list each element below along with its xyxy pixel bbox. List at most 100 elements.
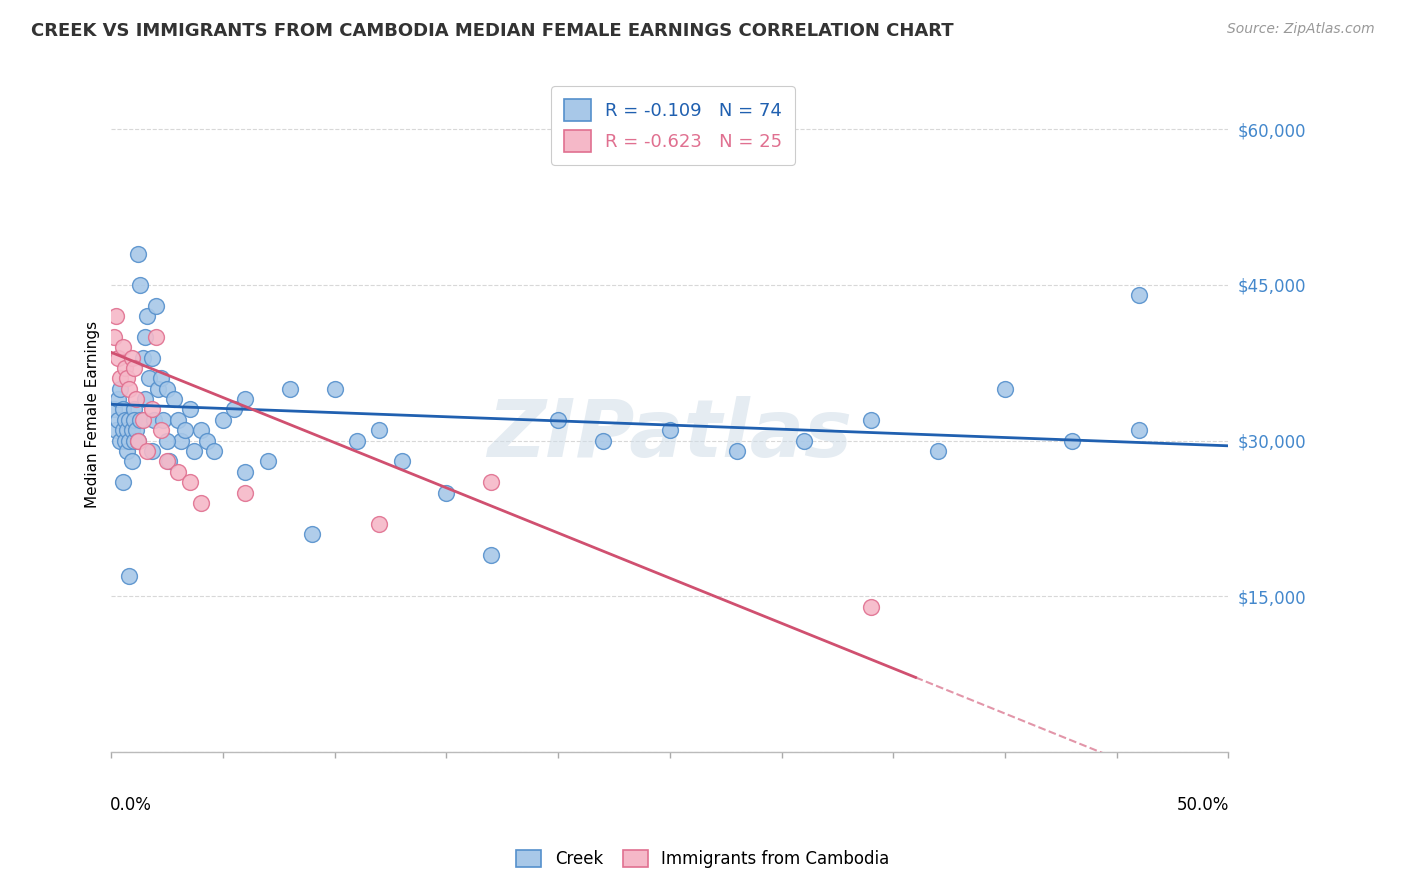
Point (118, 382, 141, 396)
Point (1128, 288, 1150, 302)
Point (149, 423, 172, 437)
Point (145, 330, 167, 344)
Point (121, 454, 143, 468)
Point (141, 402, 163, 417)
Point (156, 434, 179, 448)
Point (256, 454, 278, 468)
Point (104, 423, 127, 437)
Point (793, 434, 815, 448)
Point (107, 392, 129, 406)
Point (127, 247, 149, 261)
Point (111, 340, 134, 354)
Text: CREEK VS IMMIGRANTS FROM CAMBODIA MEDIAN FEMALE EARNINGS CORRELATION CHART: CREEK VS IMMIGRANTS FROM CAMBODIA MEDIAN… (31, 22, 953, 40)
Point (136, 444, 159, 458)
Point (114, 361, 136, 376)
Point (163, 392, 186, 406)
Point (111, 402, 134, 417)
Point (127, 434, 149, 448)
Point (141, 444, 163, 458)
Point (167, 465, 190, 479)
Point (122, 402, 145, 417)
Point (368, 423, 391, 437)
Point (127, 434, 149, 448)
Point (114, 413, 136, 427)
Text: 0.0%: 0.0% (110, 796, 152, 814)
Point (301, 527, 323, 541)
Point (103, 330, 125, 344)
Text: ZIPatlas: ZIPatlas (488, 396, 852, 474)
Point (479, 548, 502, 562)
Point (118, 568, 141, 582)
Point (121, 351, 143, 365)
Point (141, 351, 163, 365)
Point (114, 434, 136, 448)
Point (103, 402, 125, 417)
Point (142, 413, 165, 427)
Point (118, 434, 141, 448)
Point (152, 413, 174, 427)
Point (110, 371, 132, 385)
Point (179, 475, 201, 489)
Point (131, 351, 153, 365)
Point (212, 413, 235, 427)
Legend: Creek, Immigrants from Cambodia: Creek, Immigrants from Cambodia (508, 842, 898, 877)
Legend: R = -0.109   N = 74, R = -0.623   N = 25: R = -0.109 N = 74, R = -0.623 N = 25 (551, 87, 794, 165)
Point (138, 371, 160, 385)
Point (174, 423, 197, 437)
Point (235, 392, 257, 406)
Point (129, 413, 152, 427)
Point (368, 516, 391, 531)
Point (107, 413, 129, 427)
Point (125, 392, 148, 406)
Point (224, 402, 246, 417)
Point (110, 434, 132, 448)
Point (167, 413, 190, 427)
Point (202, 444, 225, 458)
Point (159, 454, 181, 468)
Point (131, 413, 153, 427)
Point (323, 382, 346, 396)
Point (190, 423, 212, 437)
Point (134, 330, 156, 344)
Point (927, 444, 949, 458)
Point (183, 444, 205, 458)
Point (111, 423, 134, 437)
Point (136, 309, 159, 323)
Point (994, 382, 1017, 396)
Text: 50.0%: 50.0% (1177, 796, 1229, 814)
Text: Source: ZipAtlas.com: Source: ZipAtlas.com (1227, 22, 1375, 37)
Point (156, 382, 179, 396)
Point (859, 413, 882, 427)
Point (592, 434, 614, 448)
Point (436, 485, 458, 500)
Point (122, 413, 145, 427)
Point (547, 413, 569, 427)
Point (121, 423, 143, 437)
Y-axis label: Median Female Earnings: Median Female Earnings (86, 321, 100, 508)
Point (1128, 423, 1150, 437)
Point (125, 423, 148, 437)
Point (658, 423, 681, 437)
Point (391, 454, 413, 468)
Point (1060, 434, 1083, 448)
Point (107, 351, 129, 365)
Point (122, 434, 145, 448)
Point (115, 371, 138, 385)
Point (197, 434, 219, 448)
Point (115, 423, 138, 437)
Point (235, 485, 257, 500)
Point (149, 371, 172, 385)
Point (190, 496, 212, 510)
Point (134, 392, 156, 406)
Point (111, 475, 134, 489)
Point (148, 382, 170, 396)
Point (104, 309, 127, 323)
Point (156, 454, 179, 468)
Point (235, 465, 257, 479)
Point (479, 475, 502, 489)
Point (118, 413, 141, 427)
Point (110, 382, 132, 396)
Point (278, 382, 301, 396)
Point (145, 299, 167, 313)
Point (115, 444, 138, 458)
